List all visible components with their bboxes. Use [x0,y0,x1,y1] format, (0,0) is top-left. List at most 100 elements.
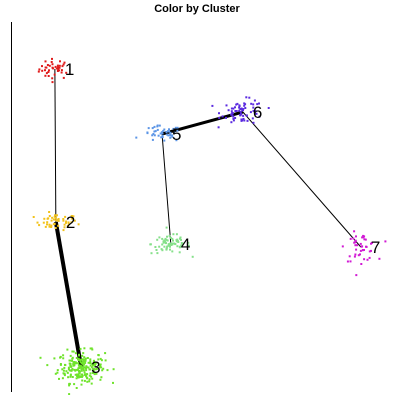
cluster-point [86,357,89,359]
cluster-point [172,127,175,130]
cluster-point [156,124,159,127]
cluster-point [88,378,91,381]
cluster-point [179,236,182,239]
cluster-point [68,362,71,365]
cluster-point [86,380,89,383]
cluster-point [54,216,57,219]
cluster-point [251,117,254,120]
cluster-point [65,71,68,74]
cluster-point [71,215,73,217]
cluster-point [156,238,159,241]
cluster-point [65,220,68,223]
cluster-point [54,227,57,229]
cluster-point [92,364,94,367]
cluster-point [90,347,93,350]
cluster-point [354,239,357,242]
cluster-point [88,374,91,377]
cluster-point [232,107,235,110]
cluster-point [56,214,58,217]
cluster-point [57,66,60,69]
cluster-point [168,243,171,246]
cluster-point [368,250,371,253]
cluster-point [99,363,102,366]
cluster-point [56,369,59,372]
cluster-point [68,382,71,385]
cluster-point [92,370,95,373]
cluster-point [360,245,363,248]
cluster-point [68,384,71,387]
cluster-point [168,128,170,131]
cluster-point [253,99,256,102]
cluster-point [66,371,69,374]
cluster-point [191,255,194,258]
cluster-point [353,255,356,258]
cluster-point [175,233,178,236]
cluster-3-points [39,347,115,395]
cluster-point [352,237,355,240]
cluster-point [70,369,73,372]
cluster-1-points [37,57,68,84]
cluster-point [69,373,72,376]
cluster-point [79,361,82,364]
cluster-point [166,239,169,242]
cluster-point [80,383,83,386]
cluster-point [174,243,177,246]
cluster-point [172,233,175,236]
cluster-point [71,376,74,378]
cluster-point [53,357,56,360]
cluster-point [48,64,51,67]
cluster-point [230,113,233,116]
cluster-point [66,224,69,227]
cluster-point [230,107,233,110]
cluster-point [242,117,245,120]
cluster-point [166,130,169,133]
cluster-point [240,119,243,122]
cluster-point [46,364,49,367]
cluster-point [246,119,249,122]
cluster-point [78,372,81,375]
cluster-point [32,216,35,218]
cluster-point [169,242,172,245]
cluster-point [170,244,173,246]
cluster-point [50,219,53,222]
cluster-point [254,112,257,115]
cluster-point [41,69,44,72]
cluster-point [244,107,247,109]
cluster-point [77,364,80,367]
cluster-point [82,365,85,368]
cluster-point [165,226,168,229]
cluster-point [176,238,179,241]
cluster-4-points [149,226,194,258]
cluster-point [180,242,183,244]
cluster-point [90,375,93,378]
cluster-point [97,354,100,356]
cluster-point [238,105,241,107]
cluster-point [50,226,53,228]
cluster-point [54,65,57,68]
cluster-point [95,372,98,375]
cluster-point [163,239,166,242]
cluster-point [365,245,368,248]
cluster-point [363,235,366,238]
cluster-point [171,134,173,137]
cluster-point [165,248,168,251]
cluster-point [187,241,190,244]
cluster-point [163,245,166,248]
cluster-point [255,112,258,115]
cluster-point [153,130,156,133]
cluster-point [232,117,235,120]
cluster-point [102,367,105,370]
cluster-7-points [341,230,387,277]
cluster-point [173,242,175,245]
cluster-point [267,107,270,109]
cluster-point [187,244,190,247]
cluster-point [37,70,40,73]
cluster-point [221,115,224,118]
cluster-point [73,362,76,365]
cluster-point [51,81,54,84]
cluster-point [100,376,103,379]
cluster-point [89,364,92,367]
cluster-point [61,65,64,68]
cluster-point [55,67,58,70]
cluster-point [91,367,94,370]
